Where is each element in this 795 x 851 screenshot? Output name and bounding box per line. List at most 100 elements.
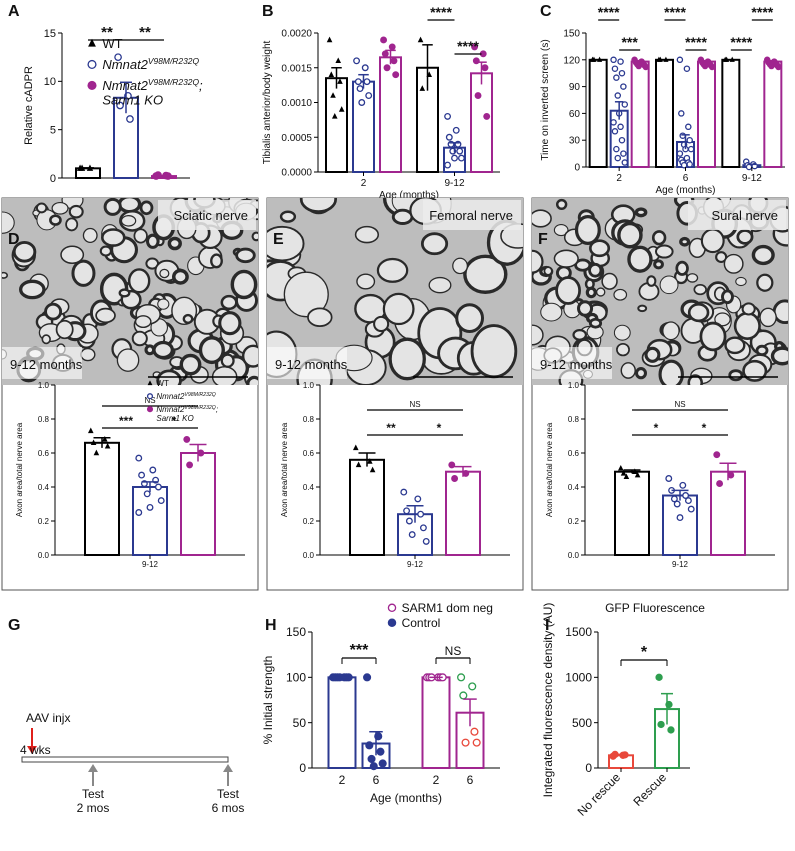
axon — [613, 288, 628, 301]
axon — [742, 359, 768, 382]
axon — [356, 273, 376, 290]
y-tick-label: 5 — [50, 125, 56, 137]
chart-title: GFP Fluorescence — [605, 601, 705, 615]
legend-name: SARM1 dom neg — [402, 601, 493, 615]
data-point — [135, 509, 143, 516]
legend-suffix: ; — [216, 405, 218, 414]
data-point — [358, 99, 366, 106]
legend-label: Sarm1 KO — [102, 92, 163, 107]
axon — [2, 211, 15, 234]
bar — [588, 58, 608, 168]
data-point — [114, 53, 122, 62]
axon — [613, 324, 631, 341]
axon — [267, 225, 305, 262]
significance-label: **** — [598, 4, 620, 20]
y-tick-label: 0 — [50, 173, 56, 185]
axon — [35, 202, 48, 214]
data-point — [665, 475, 673, 482]
axon — [376, 257, 409, 283]
y-tick-label: 0.6 — [38, 449, 50, 458]
data-point — [617, 464, 624, 471]
image-caption-bg — [267, 347, 347, 379]
bar — [710, 470, 746, 557]
y-tick-label: 0.0005 — [281, 133, 312, 144]
data-point — [642, 63, 650, 71]
significance-label: ** — [139, 24, 151, 41]
axon — [736, 229, 754, 245]
axon — [157, 298, 170, 310]
axon — [574, 258, 592, 272]
bar — [84, 441, 120, 556]
y-tick-label: 1500 — [565, 625, 592, 639]
data-point — [701, 62, 709, 70]
data-point — [459, 691, 468, 700]
legend-label: Nmnat2V98M/R232Q — [156, 392, 215, 401]
significance-label: **** — [430, 4, 452, 20]
axon — [651, 230, 667, 246]
image-label: Sciatic nerve — [174, 208, 248, 223]
axon — [133, 228, 148, 244]
data-point — [620, 83, 627, 90]
axon — [118, 288, 131, 298]
axon — [388, 337, 426, 381]
legend-marker — [387, 618, 397, 628]
axon — [127, 268, 151, 294]
significance-label: * — [437, 421, 442, 435]
start-label: 4 wks — [20, 743, 51, 757]
data-point — [457, 154, 465, 162]
y-tick-label: 50 — [293, 716, 307, 730]
image-label-bg — [688, 200, 786, 230]
axon — [131, 330, 148, 347]
data-point — [365, 741, 374, 750]
axon — [51, 201, 69, 215]
y-tick-label: 1000 — [565, 671, 592, 685]
legend-name: WT — [156, 379, 169, 388]
axon — [540, 302, 563, 322]
data-point — [183, 435, 191, 443]
axon — [724, 336, 746, 355]
data-point — [613, 74, 620, 81]
y-tick-label: 0.4 — [38, 483, 50, 492]
micrograph-texture — [2, 198, 258, 385]
data-point — [451, 154, 458, 162]
bar — [132, 486, 168, 556]
test-arrowhead — [223, 764, 233, 772]
panel-letter: D — [8, 231, 20, 248]
data-point — [680, 161, 688, 169]
image-label-bg — [158, 200, 256, 230]
data-point — [419, 85, 426, 91]
data-point — [383, 64, 391, 72]
test-label: Test — [82, 787, 105, 801]
y-tick-label: 0.6 — [303, 449, 315, 458]
legend-name: Nmnat2 — [102, 57, 148, 72]
axon — [44, 302, 63, 321]
y-tick-label: 100 — [286, 671, 306, 685]
data-point — [684, 497, 692, 505]
axon — [728, 369, 744, 382]
axon — [152, 340, 174, 360]
x-axis-label: Age (months) — [370, 791, 442, 805]
axon — [391, 208, 414, 225]
axon — [679, 236, 691, 247]
axon — [71, 259, 96, 287]
y-tick-label: 0.0 — [303, 551, 315, 560]
data-point — [367, 754, 376, 763]
data-point — [611, 128, 619, 135]
data-point — [400, 488, 408, 496]
significance-label: **** — [751, 4, 773, 20]
axon — [354, 225, 380, 244]
axon — [721, 289, 734, 305]
data-point — [363, 78, 371, 86]
axon — [741, 302, 756, 316]
axon — [759, 307, 777, 328]
x-tick-label: 9-12 — [742, 173, 762, 184]
legend-label: Sarm1 KO — [156, 414, 193, 423]
panel-letter: I — [545, 617, 549, 634]
data-point — [611, 65, 619, 72]
axon — [588, 317, 603, 329]
data-point — [363, 673, 372, 682]
axon — [144, 344, 156, 356]
y-tick-label: 0.8 — [568, 415, 580, 424]
legend-name: Nmnat2 — [156, 405, 185, 414]
axon — [60, 245, 85, 264]
